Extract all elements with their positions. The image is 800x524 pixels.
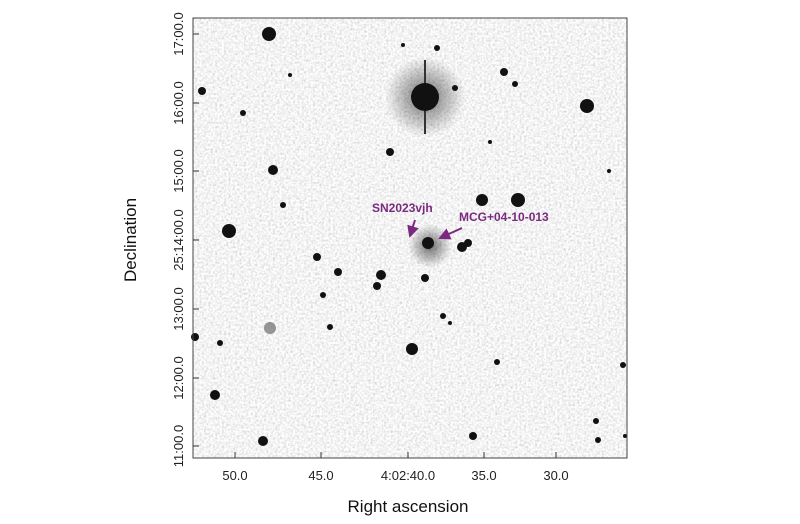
x-tick-label: 4:02:40.0 — [381, 468, 435, 483]
star — [386, 148, 394, 156]
star — [258, 436, 268, 446]
y-tick-label: 11:00.0 — [171, 425, 186, 467]
y-tick-label: 12:00.0 — [171, 356, 186, 399]
star — [222, 224, 236, 238]
y-tick-label: 16:00.0 — [171, 81, 186, 124]
star — [580, 99, 594, 113]
y-tick-label: 25:14:00.0 — [171, 209, 186, 270]
star — [494, 359, 500, 365]
arrow — [438, 227, 463, 240]
star — [476, 194, 488, 206]
star — [327, 324, 333, 330]
star — [512, 81, 518, 87]
x-axis-label: Right ascension — [348, 497, 469, 516]
star — [406, 343, 418, 355]
star — [210, 390, 220, 400]
star — [313, 253, 321, 261]
frame — [192, 17, 628, 459]
y-axis-label: Declination — [121, 198, 140, 282]
star — [288, 73, 292, 77]
star — [620, 362, 626, 368]
star — [411, 83, 439, 111]
star — [440, 313, 446, 319]
star — [376, 270, 386, 280]
y-tick-label: 13:00.0 — [171, 287, 186, 330]
x-tick-label: 45.0 — [308, 468, 333, 483]
star — [240, 110, 246, 116]
y-tick-label: 15:00.0 — [171, 149, 186, 192]
star — [593, 418, 599, 424]
star — [198, 87, 206, 95]
y-tick-label: 17:00.0 — [171, 12, 186, 55]
star — [511, 193, 525, 207]
star — [448, 321, 452, 325]
x-tick-label: 50.0 — [222, 468, 247, 483]
star — [488, 140, 492, 144]
star — [607, 169, 611, 173]
sky-image — [191, 18, 627, 458]
star — [623, 434, 627, 438]
star — [280, 202, 286, 208]
x-tick-label: 30.0 — [543, 468, 568, 483]
star — [264, 322, 276, 334]
x-tick-label: 35.0 — [471, 468, 496, 483]
star — [191, 333, 199, 341]
star — [434, 45, 440, 51]
star — [464, 239, 472, 247]
star — [422, 237, 434, 249]
star — [320, 292, 326, 298]
star — [452, 85, 458, 91]
star — [500, 68, 508, 76]
star — [469, 432, 477, 440]
star — [401, 43, 405, 47]
star — [268, 165, 278, 175]
star — [373, 282, 381, 290]
arrow — [407, 219, 419, 238]
star — [262, 27, 276, 41]
star — [217, 340, 223, 346]
star — [595, 437, 601, 443]
star — [421, 274, 429, 282]
annotation: SN2023vjh — [372, 201, 433, 215]
annotation: MCG+04-10-013 — [459, 210, 549, 224]
star — [334, 268, 342, 276]
